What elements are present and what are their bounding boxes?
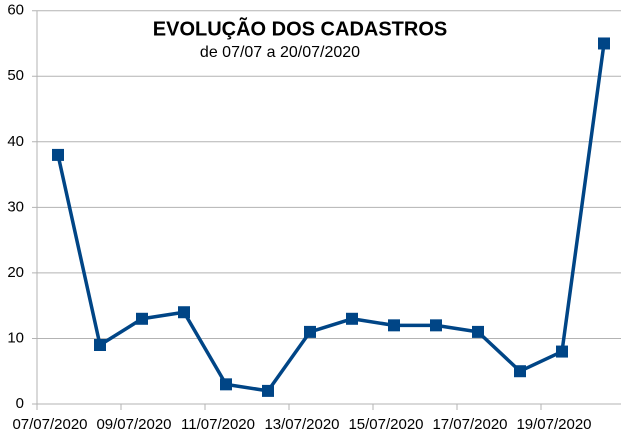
marker <box>220 378 232 391</box>
y-tick-label: 50 <box>7 67 24 84</box>
x-tick-label: 17/07/2020 <box>432 416 507 433</box>
marker <box>94 339 106 352</box>
x-tick-label: 19/07/2020 <box>516 416 591 433</box>
marker <box>136 312 148 325</box>
marker <box>430 319 442 332</box>
marker <box>472 325 484 338</box>
x-tick-label: 15/07/2020 <box>348 416 423 433</box>
marker <box>346 312 358 325</box>
marker <box>52 148 64 161</box>
marker <box>556 345 568 358</box>
y-tick-label: 20 <box>7 264 24 281</box>
y-tick-label: 10 <box>7 329 24 346</box>
y-tick-label: 40 <box>7 133 24 150</box>
y-tick-label: 0 <box>16 395 24 412</box>
marker <box>598 37 610 50</box>
series-line <box>56 43 606 393</box>
x-tick-label: 11/07/2020 <box>181 416 255 433</box>
marker <box>514 365 526 378</box>
marker <box>262 384 274 397</box>
y-tick-label: 30 <box>7 198 24 215</box>
chart-subtitle: de 07/07 a 20/07/2020 <box>200 44 360 61</box>
plot-area: 0 10 20 30 40 50 60 07/07/2020 09/07/2020 11/07/2… <box>7 2 621 433</box>
marker <box>304 325 316 338</box>
chart-title: EVOLUÇÃO DOS CADASTROS <box>153 17 447 40</box>
x-tick-label: 13/07/2020 <box>264 416 339 433</box>
y-tick-label: 60 <box>7 2 24 19</box>
marker <box>388 319 400 332</box>
marker <box>178 306 190 319</box>
x-tick-label: 09/07/2020 <box>96 416 171 433</box>
x-tick-label: 07/07/2020 <box>12 416 87 433</box>
